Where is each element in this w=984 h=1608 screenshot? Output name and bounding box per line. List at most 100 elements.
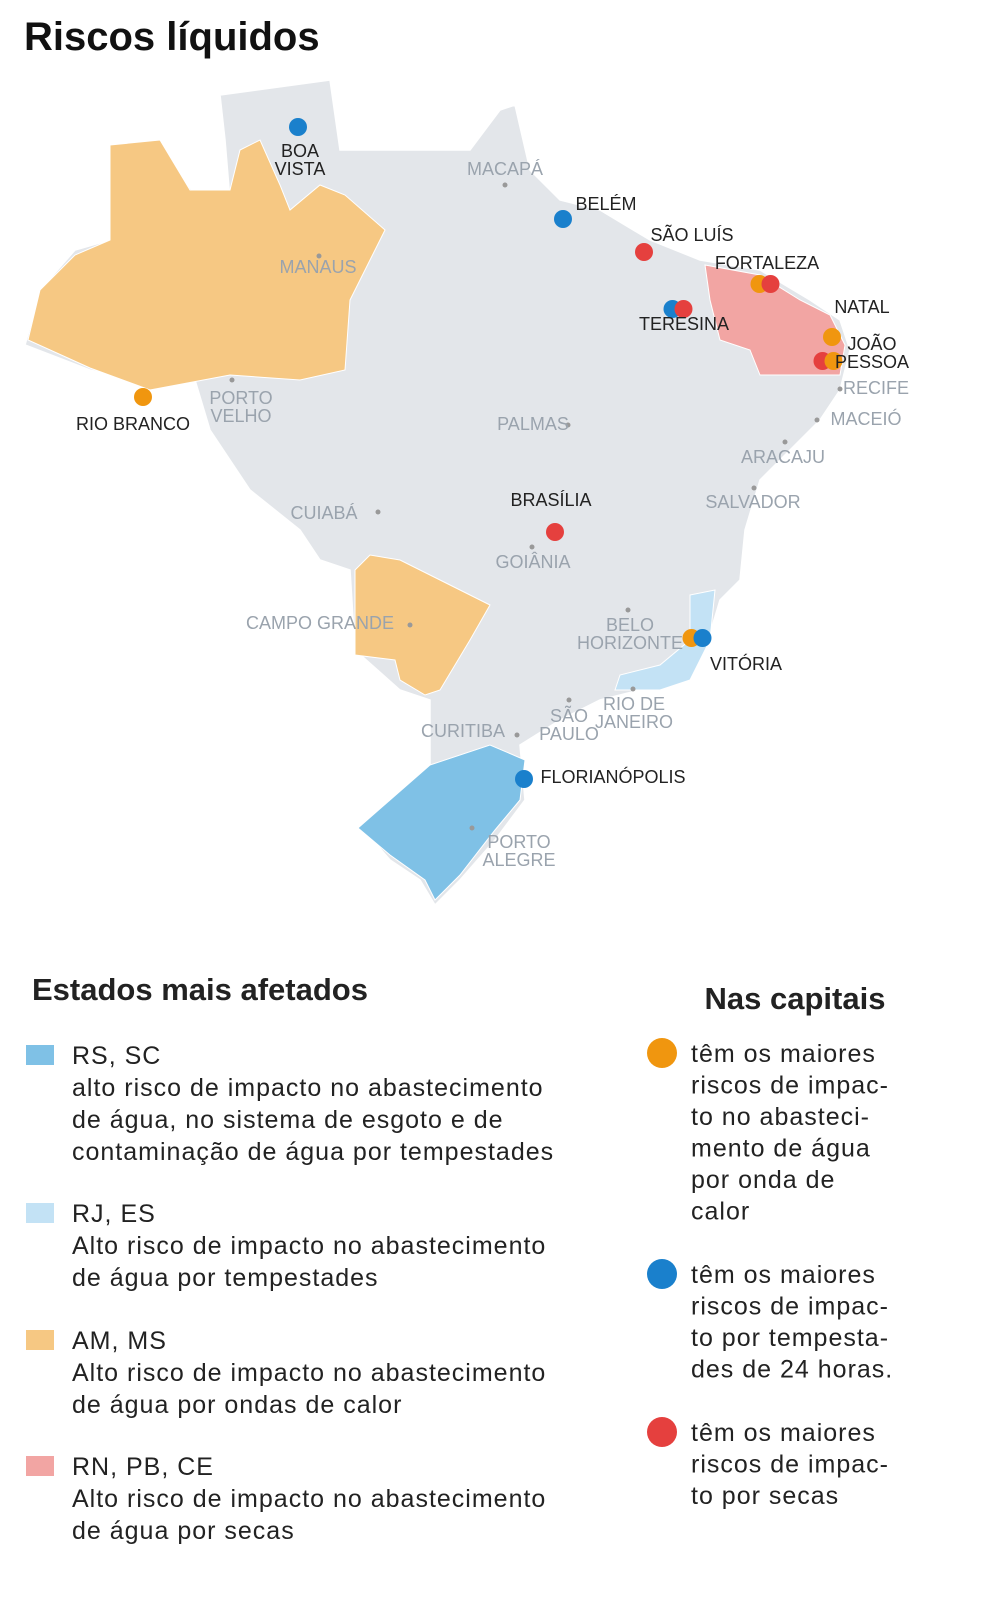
city-label-line: BRASÍLIA bbox=[510, 490, 591, 510]
city-point bbox=[316, 253, 322, 259]
legend-text: riscos de impac- bbox=[691, 1293, 889, 1321]
city-label-line: FLORIANÓPOLIS bbox=[540, 766, 685, 787]
city-dot bbox=[761, 275, 780, 293]
city-label-line: PESSOA bbox=[835, 352, 909, 372]
city-dot bbox=[824, 352, 843, 370]
city-label: PORTO ALEGRE bbox=[482, 832, 555, 870]
legend-text: Alto risco de impacto no abastecimento bbox=[72, 1359, 546, 1387]
city-label-line: VELHO bbox=[210, 406, 271, 426]
city-point bbox=[625, 607, 631, 613]
city-label-line: MANAUS bbox=[279, 257, 356, 277]
city-label-line: BOA bbox=[281, 141, 319, 161]
legend-text: to por secas bbox=[691, 1482, 839, 1510]
city-label: CAMPO GRANDE bbox=[246, 613, 394, 633]
city-label-line: VISTA bbox=[275, 159, 326, 179]
state-ms bbox=[354, 554, 491, 696]
city-label: FORTALEZA bbox=[715, 253, 819, 273]
city-point bbox=[566, 697, 572, 703]
city-label: CUIABÁ bbox=[290, 503, 357, 523]
city-label-line: SÃO LUÍS bbox=[650, 224, 733, 245]
state-rj-es bbox=[614, 589, 716, 691]
city-label: GOIÂNIA bbox=[495, 552, 570, 572]
city-label-line: BELÉM bbox=[575, 194, 636, 214]
city-label: MACAPÁ bbox=[467, 159, 543, 179]
city-label-line: NATAL bbox=[834, 297, 889, 317]
city-label-line: RECIFE bbox=[843, 378, 909, 398]
legend-heading: Estados mais afetados bbox=[32, 972, 368, 1007]
legend-text: têm os maiores bbox=[691, 1419, 876, 1447]
city-label-line: VITÓRIA bbox=[710, 653, 782, 674]
legend-dot bbox=[647, 1038, 677, 1068]
city-label-line: PORTO bbox=[487, 832, 550, 852]
legend-swatch bbox=[26, 1045, 54, 1065]
legend-dot bbox=[647, 1417, 677, 1447]
city-label: SALVADOR bbox=[705, 492, 800, 512]
legend-swatch bbox=[26, 1456, 54, 1476]
city-dot bbox=[515, 770, 533, 788]
state-am bbox=[27, 139, 386, 391]
legend-text: to por tempesta- bbox=[691, 1324, 889, 1352]
legend-text: riscos de impac- bbox=[691, 1072, 889, 1100]
map bbox=[24, 79, 851, 907]
city-dot bbox=[693, 629, 712, 647]
legend-text: de água por tempestades bbox=[72, 1264, 379, 1292]
state-rs-sc bbox=[357, 744, 526, 901]
city-dot bbox=[289, 118, 307, 136]
legend-states: AM, MS bbox=[72, 1327, 167, 1355]
city-dot bbox=[554, 210, 572, 228]
city-point bbox=[565, 422, 571, 428]
legend-text: riscos de impac- bbox=[691, 1451, 889, 1479]
legend-text: mento de água bbox=[691, 1135, 871, 1163]
city-label-line: PAULO bbox=[539, 724, 599, 744]
city-label-line: SALVADOR bbox=[705, 492, 800, 512]
city-label: ARACAJU bbox=[741, 447, 825, 467]
city-point bbox=[837, 386, 843, 392]
legend-heading: Nas capitais bbox=[705, 981, 886, 1016]
city-dot bbox=[546, 523, 564, 541]
city-label-line: SÃO bbox=[550, 705, 588, 726]
city-point bbox=[407, 622, 413, 628]
city-label: PALMAS bbox=[497, 414, 569, 434]
city-label: VITÓRIA bbox=[710, 653, 782, 674]
city-label: CURITIBA bbox=[421, 721, 505, 741]
city-label-line: GOIÂNIA bbox=[495, 552, 570, 572]
city-label: BOA VISTA bbox=[275, 141, 326, 179]
legend-text: de água, no sistema de esgoto e de bbox=[72, 1106, 504, 1134]
legend: Estados mais afetados RS, SC alto risco de… bbox=[26, 972, 893, 1545]
title: Riscos líquidos bbox=[24, 15, 320, 59]
city-label: TERESINA bbox=[639, 314, 729, 334]
city-label: NATAL bbox=[834, 297, 889, 317]
city-point bbox=[514, 732, 520, 738]
legend-states: RN, PB, CE bbox=[72, 1453, 214, 1481]
city-label-line: ALEGRE bbox=[482, 850, 555, 870]
city-label-line: CUIABÁ bbox=[290, 503, 357, 523]
legend-text: des de 24 horas. bbox=[691, 1356, 893, 1384]
city-point bbox=[229, 377, 235, 383]
city-label: MANAUS bbox=[279, 257, 356, 277]
legend-text: Alto risco de impacto no abastecimento bbox=[72, 1232, 546, 1260]
legend-text: têm os maiores bbox=[691, 1261, 876, 1289]
city-label: BELO HORIZONTE bbox=[577, 615, 683, 653]
city-point bbox=[751, 485, 757, 491]
legend-text: contaminação de água por tempestades bbox=[72, 1138, 554, 1166]
city-label-line: RIO BRANCO bbox=[76, 414, 190, 434]
city-label: RECIFE bbox=[843, 378, 909, 398]
city-point bbox=[782, 439, 788, 445]
city-label-line: MACEIÓ bbox=[830, 408, 901, 429]
city-label-line: PORTO bbox=[209, 388, 272, 408]
cities: BOA VISTA MACAPÁ BELÉM SÃO LUÍS FORTALEZA NATA… bbox=[76, 118, 909, 870]
city-label-line: ARACAJU bbox=[741, 447, 825, 467]
legend-text: alto risco de impacto no abastecimento bbox=[72, 1074, 544, 1102]
city-label: RIO BRANCO bbox=[76, 414, 190, 434]
city-label-line: CAMPO GRANDE bbox=[246, 613, 394, 633]
city-label: SÃO PAULO bbox=[539, 705, 599, 744]
legend-text: de água por ondas de calor bbox=[72, 1391, 402, 1419]
city-label-line: JANEIRO bbox=[595, 712, 673, 732]
city-label-line: TERESINA bbox=[639, 314, 729, 334]
legend-text: Alto risco de impacto no abastecimento bbox=[72, 1485, 546, 1513]
legend-dot bbox=[647, 1259, 677, 1289]
legend-text: de água por secas bbox=[72, 1517, 295, 1545]
legend-states: RJ, ES bbox=[72, 1200, 156, 1228]
legend-states: RS, SC bbox=[72, 1042, 161, 1070]
